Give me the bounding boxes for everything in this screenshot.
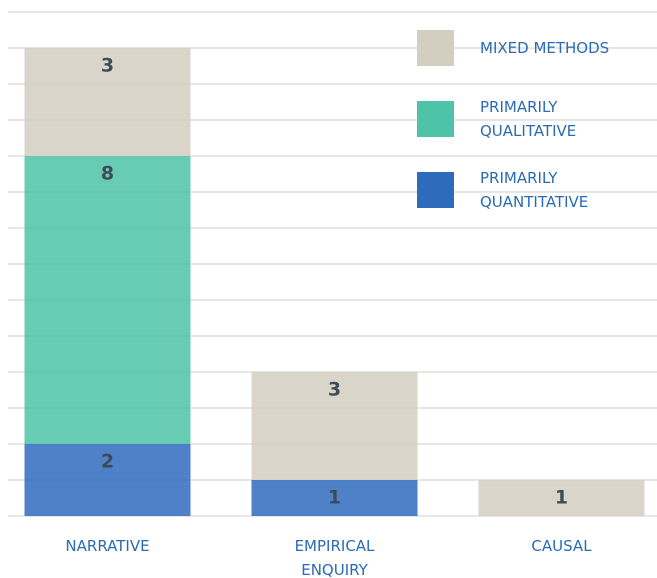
value-label: 3: [328, 379, 341, 401]
bar-segment: [24, 444, 191, 516]
legend-label: PRIMARILY QUANTITATIVE: [480, 169, 589, 211]
bar-segment: [251, 372, 418, 480]
legend-label: PRIMARILY QUALITATIVE: [480, 98, 577, 140]
bar-segment: [24, 48, 191, 156]
bar-segment: [478, 480, 645, 516]
bar-segment: [251, 480, 418, 516]
legend-swatch: [417, 172, 454, 208]
value-label: 8: [101, 163, 114, 185]
legend-swatch: [417, 30, 454, 66]
legend-label: MIXED METHODS: [480, 39, 610, 57]
value-label: 3: [101, 55, 114, 77]
value-label: 1: [328, 487, 341, 509]
x-tick-label: EMPIRICAL ENQUIRY: [294, 537, 375, 578]
x-tick-label: CAUSAL: [531, 537, 592, 555]
legend-swatch: [417, 101, 454, 137]
x-tick-label: NARRATIVE: [65, 537, 150, 555]
value-label: 1: [555, 487, 568, 509]
value-label: 2: [101, 451, 114, 473]
bar-segment: [24, 156, 191, 444]
